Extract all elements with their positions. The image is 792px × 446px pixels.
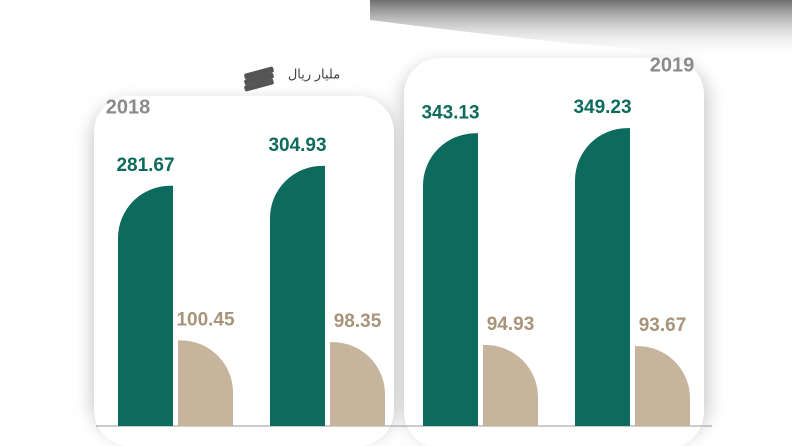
value-label: 304.93 xyxy=(268,135,326,156)
value-label: 349.23 xyxy=(573,97,631,118)
bar xyxy=(575,128,630,426)
bar xyxy=(483,345,538,426)
bar xyxy=(270,165,325,426)
value-label: 100.45 xyxy=(176,309,235,330)
bar xyxy=(178,340,233,426)
header-photo xyxy=(370,0,792,60)
value-label: 343.13 xyxy=(421,102,479,123)
value-label: 281.67 xyxy=(116,155,174,176)
year-label: 2018 xyxy=(106,96,151,118)
bar xyxy=(423,133,478,426)
unit-label: مليار ريال xyxy=(288,66,340,82)
bar xyxy=(330,342,385,426)
year-label: 2019 xyxy=(650,54,695,76)
bar xyxy=(635,346,690,426)
bar xyxy=(118,185,173,426)
value-label: 93.67 xyxy=(639,315,687,336)
money-icon xyxy=(244,66,274,92)
value-label: 98.35 xyxy=(334,311,382,332)
value-label: 94.93 xyxy=(487,314,535,335)
